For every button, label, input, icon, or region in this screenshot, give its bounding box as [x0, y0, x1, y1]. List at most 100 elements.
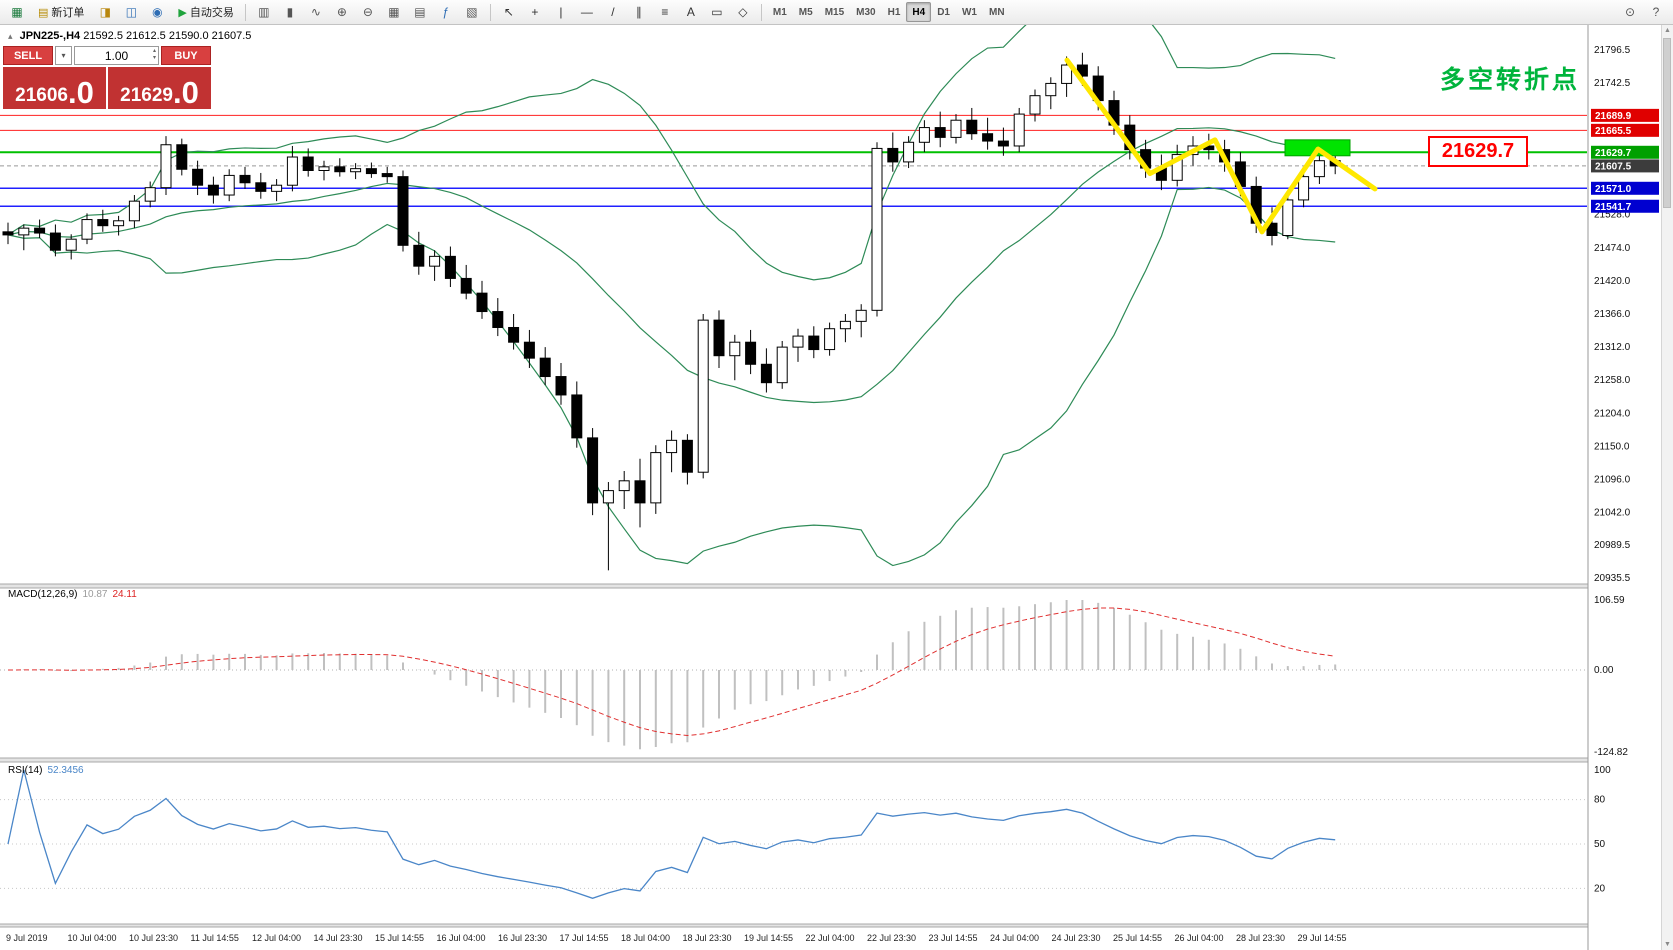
candle [539, 357, 551, 378]
text-icon[interactable]: A [686, 5, 695, 19]
price-axis-label: 21474.0 [1594, 243, 1631, 254]
macd-axis-label: -124.82 [1594, 747, 1628, 758]
scroll-down-icon[interactable]: ▼ [1664, 941, 1671, 948]
profiles-icon[interactable]: ◨ [99, 5, 112, 19]
sell-price-button[interactable]: 21606 .0 [3, 67, 106, 109]
scroll-up-icon[interactable]: ▲ [1664, 27, 1671, 34]
candle [903, 141, 915, 163]
candle [334, 166, 346, 173]
timeframe-mn[interactable]: MN [988, 6, 1005, 18]
shapes-icon[interactable]: ◇ [738, 5, 748, 19]
candle [934, 127, 946, 138]
candle [1013, 113, 1025, 147]
sell-button[interactable]: SELL [3, 46, 53, 65]
arrange-windows-icon[interactable]: ▤ [414, 5, 426, 19]
panel-divider[interactable] [0, 584, 1662, 588]
candle [508, 326, 520, 343]
timeframe-m5[interactable]: M5 [798, 6, 813, 18]
zoom-out-icon[interactable]: ⊖ [362, 5, 373, 19]
vertical-line-icon[interactable]: | [559, 5, 563, 19]
price-axis-label: 21528.0 [1594, 210, 1631, 221]
candle [97, 219, 109, 227]
toolbar-separator [244, 3, 246, 21]
new-order-icon: ▤ [38, 6, 49, 19]
scrollbar-thumb[interactable] [1663, 38, 1671, 208]
volume-input[interactable] [89, 47, 144, 64]
volume-spin-icons[interactable]: ▴ ▾ [152, 48, 156, 61]
tile-windows-icon[interactable]: ▦ [388, 5, 400, 19]
channel-icon[interactable]: ∥ [635, 5, 642, 19]
candlestick-chart-icon[interactable]: ▮ [286, 5, 294, 19]
rsi-axis-label: 20 [1594, 883, 1606, 894]
price-axis-label: 20989.5 [1594, 540, 1631, 551]
candle [113, 220, 125, 227]
current-price-tag: 21607.5 [1595, 161, 1632, 172]
zoom-in-icon[interactable]: ⊕ [336, 5, 347, 19]
toolbar-group-small: ◨ ◫ ◉ [92, 1, 170, 23]
fibonacci-icon[interactable]: ≡ [661, 5, 669, 19]
candle [1313, 160, 1325, 178]
candle [571, 394, 583, 439]
candle [207, 184, 219, 196]
time-axis-label: 16 Jul 04:00 [437, 933, 486, 943]
autotrading-button[interactable]: ▶ 自动交易 [172, 1, 239, 23]
collapse-triangle-icon[interactable]: ▴ [8, 31, 13, 41]
time-axis-label: 10 Jul 04:00 [68, 933, 117, 943]
candle [1029, 95, 1041, 115]
time-axis-label: 16 Jul 23:30 [498, 933, 547, 943]
time-axis-label: 23 Jul 14:55 [929, 933, 978, 943]
symbol-timeframe-label: JPN225-,H4 [19, 30, 81, 42]
help-icon[interactable]: ? [1652, 5, 1660, 19]
toolbar-group-chart: ▥ ▮ ∿ ⊕ ⊖ ▦ ▤ ƒ ▧ [251, 1, 485, 23]
buy-price-button[interactable]: 21629 .0 [108, 67, 211, 109]
volume-dropdown-button[interactable]: ▾ [55, 46, 72, 65]
candle [982, 133, 994, 142]
market-watch-icon[interactable]: ◫ [125, 5, 138, 19]
candle [365, 168, 377, 175]
macd-axis-label: 0.00 [1594, 665, 1614, 676]
macd-signal-value: 24.11 [112, 589, 137, 600]
candle [950, 119, 962, 138]
candle [1045, 82, 1057, 97]
time-axis-label: 22 Jul 04:00 [806, 933, 855, 943]
candle [318, 166, 330, 172]
new-order-button[interactable]: ▤ 新订单 [32, 1, 90, 23]
timeframe-w1[interactable]: W1 [961, 6, 977, 18]
cursor-icon[interactable]: ↖ [503, 5, 514, 19]
candle [444, 255, 456, 279]
horizontal-line-icon[interactable]: — [580, 5, 593, 19]
candle [618, 480, 630, 492]
candle [302, 156, 314, 172]
candle [34, 227, 46, 234]
price-line-tag: 21665.5 [1595, 126, 1632, 137]
panel-divider[interactable] [0, 924, 1662, 927]
timeframe-m30[interactable]: M30 [856, 6, 876, 18]
time-axis-label: 14 Jul 23:30 [314, 933, 363, 943]
trendline-icon[interactable]: / [611, 5, 615, 19]
vertical-scrollbar[interactable]: ▲ ▼ [1661, 25, 1673, 950]
line-chart-icon[interactable]: ∿ [310, 5, 321, 19]
buy-button[interactable]: BUY [161, 46, 211, 65]
panel-divider[interactable] [0, 758, 1662, 762]
sounds-icon[interactable]: ◉ [152, 5, 163, 19]
timeframe-d1[interactable]: D1 [937, 6, 950, 18]
label-icon[interactable]: ▭ [711, 5, 723, 19]
timeframe-m15[interactable]: M15 [824, 6, 845, 18]
bar-chart-icon[interactable]: ▥ [258, 5, 270, 19]
templates-icon[interactable]: ▧ [466, 5, 478, 19]
search-icon[interactable]: ⊙ [1624, 5, 1636, 19]
indicators-icon[interactable]: ƒ [442, 5, 450, 19]
timeframe-m1[interactable]: M1 [772, 6, 787, 18]
rsi-line [7, 769, 1336, 899]
timeframe-h1[interactable]: H1 [887, 6, 901, 18]
crosshair-icon[interactable]: + [531, 5, 539, 19]
candle [871, 147, 883, 311]
rsi-indicator-label: RSI(14) 52.3456 [8, 765, 84, 776]
candle [855, 309, 867, 322]
candle [792, 335, 804, 348]
time-axis-label: 25 Jul 14:55 [1113, 933, 1162, 943]
timeframe-h4[interactable]: H4 [906, 2, 932, 23]
zigzag-annotation [1064, 57, 1378, 235]
volume-stepper[interactable]: ▴▾ [74, 46, 159, 65]
